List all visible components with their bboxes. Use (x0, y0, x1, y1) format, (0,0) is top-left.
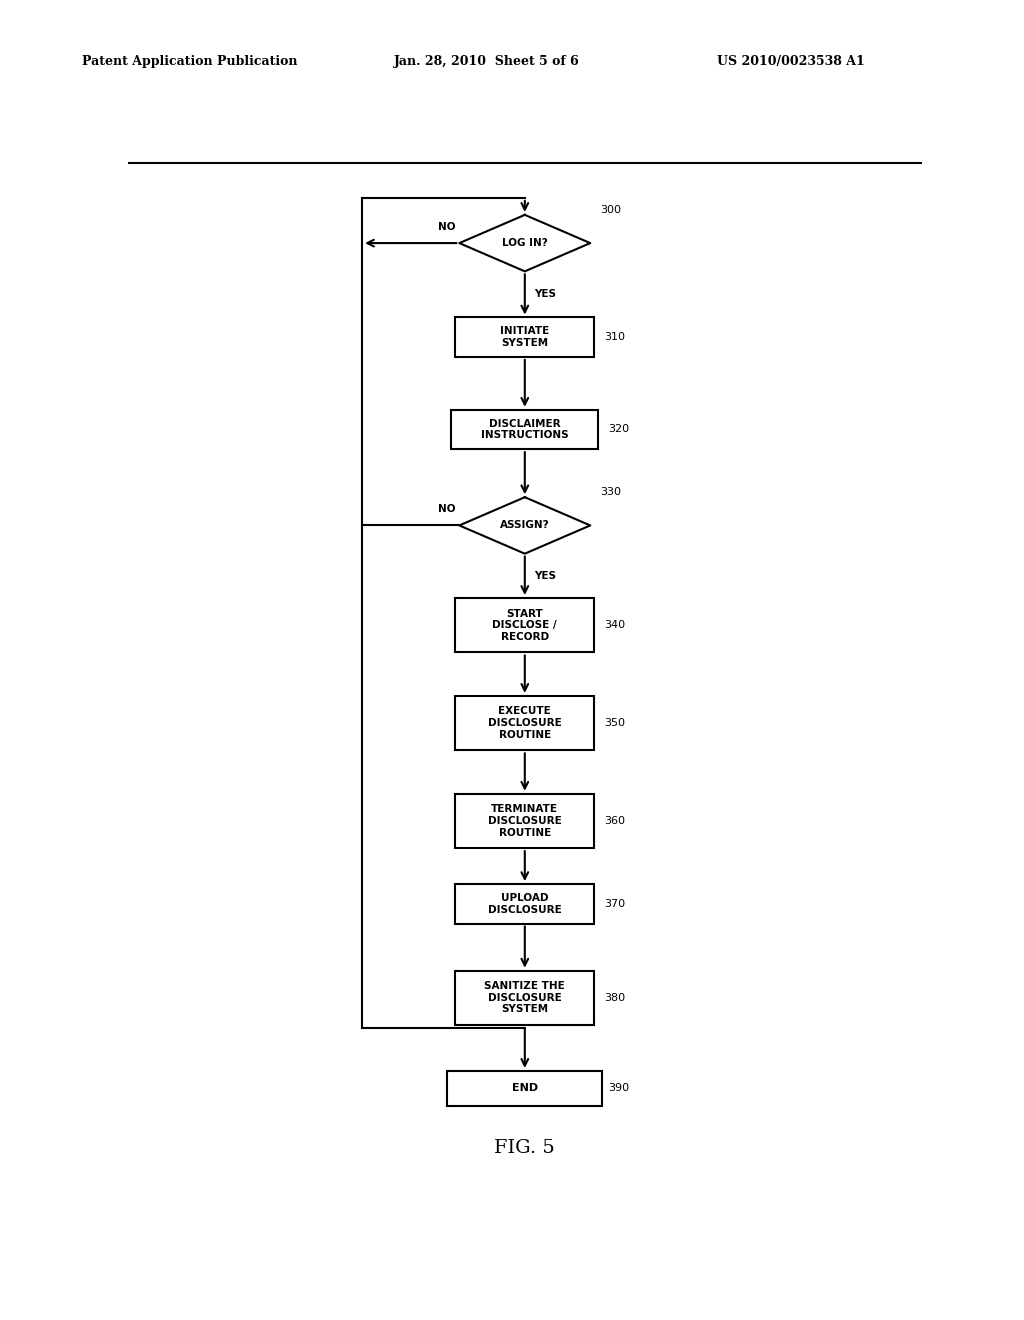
Text: DISCLAIMER
INSTRUCTIONS: DISCLAIMER INSTRUCTIONS (481, 418, 568, 441)
Text: NO: NO (438, 504, 456, 515)
Text: 340: 340 (604, 620, 626, 630)
Text: START
DISCLOSE /
RECORD: START DISCLOSE / RECORD (493, 609, 557, 642)
Bar (456, 696, 594, 750)
Text: 360: 360 (604, 816, 626, 826)
Polygon shape (460, 498, 590, 553)
Text: ASSIGN?: ASSIGN? (500, 520, 550, 531)
Text: US 2010/0023538 A1: US 2010/0023538 A1 (717, 55, 864, 69)
Bar (456, 793, 594, 849)
Polygon shape (460, 215, 590, 272)
Text: Patent Application Publication: Patent Application Publication (82, 55, 297, 69)
Text: NO: NO (438, 222, 456, 232)
Bar (456, 970, 594, 1026)
Bar (452, 409, 598, 449)
Text: 320: 320 (608, 425, 630, 434)
Text: YES: YES (535, 570, 556, 581)
Text: YES: YES (535, 289, 556, 300)
Text: 380: 380 (604, 993, 626, 1003)
Text: LOG IN?: LOG IN? (502, 238, 548, 248)
Text: END: END (512, 1084, 538, 1093)
Text: EXECUTE
DISCLOSURE
ROUTINE: EXECUTE DISCLOSURE ROUTINE (487, 706, 562, 739)
Text: Jan. 28, 2010  Sheet 5 of 6: Jan. 28, 2010 Sheet 5 of 6 (394, 55, 580, 69)
Text: 300: 300 (601, 205, 622, 215)
Bar (456, 317, 594, 356)
Text: SANITIZE THE
DISCLOSURE
SYSTEM: SANITIZE THE DISCLOSURE SYSTEM (484, 981, 565, 1015)
Text: 330: 330 (601, 487, 622, 498)
Text: 310: 310 (604, 333, 626, 342)
Bar (447, 1071, 602, 1106)
Text: 350: 350 (604, 718, 626, 729)
Text: 370: 370 (604, 899, 626, 908)
Text: FIG. 5: FIG. 5 (495, 1139, 555, 1158)
Bar (456, 884, 594, 924)
Text: UPLOAD
DISCLOSURE: UPLOAD DISCLOSURE (487, 892, 562, 915)
Text: INITIATE
SYSTEM: INITIATE SYSTEM (500, 326, 550, 348)
Text: 390: 390 (608, 1084, 630, 1093)
Text: TERMINATE
DISCLOSURE
ROUTINE: TERMINATE DISCLOSURE ROUTINE (487, 804, 562, 838)
Bar (456, 598, 594, 652)
